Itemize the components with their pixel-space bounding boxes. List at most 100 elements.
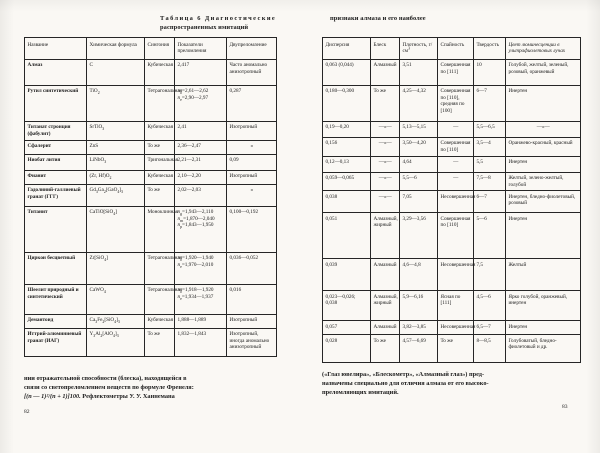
cell-luster: Алмазный bbox=[370, 320, 400, 336]
cell-luminescence: Голубоватый, бледно-фиолетовый и др. bbox=[505, 334, 581, 364]
left-page: Таблица 6 Диагностические распространенн… bbox=[24, 15, 277, 415]
table-row: 0,180—0,300 То же 4,25—4,32 Совершенная … bbox=[322, 84, 581, 122]
table-row: Фианит (Zr, Hf)O2 Кубическая 2,10—2,20 И… bbox=[24, 169, 277, 185]
cell-density: 4,64 bbox=[399, 155, 438, 173]
cell-name: Титанит bbox=[24, 205, 87, 253]
footer-line-3: преломляющих имитаций. bbox=[322, 389, 399, 397]
cell-birefringence: 0,016 bbox=[226, 283, 277, 315]
cell-formula: SrTiO3 bbox=[86, 120, 145, 141]
footer-line-3: [(n — 1)²/(n + 1)]100. Рефлектометры У. … bbox=[24, 392, 276, 401]
cell-formula: TiO2 bbox=[86, 84, 145, 122]
cell-cleavage: Совершенная по [110], средняя по [100] bbox=[437, 84, 474, 122]
cell-density: 4,57—6,69 bbox=[399, 334, 438, 364]
cell-luster: То же bbox=[370, 84, 400, 122]
footer-line-1: («Глаз ювелира», «Блескометр», «Алмазный… bbox=[322, 371, 485, 378]
table-row: Ниобат лития LiNbO3 Тригональная 2,21—2,… bbox=[24, 153, 277, 171]
cell-hardness: 6,5—7 bbox=[473, 320, 506, 336]
cell-luminescence: Желтый, зелено-желтый, голубой bbox=[505, 171, 581, 192]
table-row: 0,028 То же 4,57—6,69 То же 8—8,5 Голубо… bbox=[322, 334, 581, 364]
cell-luster: —»— bbox=[370, 136, 400, 157]
cell-cleavage: Ясная по [111] bbox=[437, 290, 474, 322]
cell-hardness: 6—7 bbox=[473, 190, 506, 214]
cell-luster: Алмазный, жирный bbox=[370, 290, 400, 322]
cell-name: Рутил синтетический bbox=[24, 84, 87, 122]
table-row: Рутил синтетический TiO2 Тетрагональная … bbox=[24, 84, 277, 122]
table-caption-right: признаки алмаза и его наиболее bbox=[330, 15, 426, 22]
column-header-system: Сингония bbox=[144, 37, 175, 60]
cell-name: Циркон бесцветный bbox=[24, 251, 87, 285]
cell-hardness: 7,5 bbox=[473, 258, 506, 292]
cell-cleavage: То же bbox=[437, 334, 474, 364]
footer-line-1: нии отражательной способности (блеска), … bbox=[24, 375, 187, 382]
cell-cleavage: — bbox=[437, 171, 474, 192]
table-row: Демантоид Ca3Fe2[SiO4]3 Кубическая 1,888… bbox=[24, 313, 277, 329]
cell-system: Тетрагональная bbox=[144, 283, 182, 315]
column-header-luminescence: Цвет люминесценции в ультрафиолетовых лу… bbox=[505, 37, 581, 60]
cell-luminescence: —»— bbox=[505, 120, 581, 138]
cell-system: Кубическая bbox=[144, 58, 175, 86]
cell-system: Тетрагональная bbox=[144, 251, 182, 285]
cell-name: Демантоид bbox=[24, 313, 87, 329]
cell-dispersion: 0,051 bbox=[322, 212, 371, 260]
cell-hardness: 5,5 bbox=[473, 155, 506, 173]
diagnostic-table-left: Название Химическая формула Сингония Пок… bbox=[24, 37, 277, 357]
cell-dispersion: 0,039 bbox=[322, 258, 371, 292]
table-row: 0,12—0,13 —»— 4,64 — 5,5 Инертен bbox=[322, 155, 581, 173]
cell-density: 3,82—3,85 bbox=[399, 320, 438, 336]
cell-refraction: 2,41 bbox=[174, 120, 227, 141]
cell-hardness: 5—6 bbox=[473, 212, 506, 260]
cell-name: Алмаз bbox=[24, 58, 87, 86]
table-header-row: Дисперсия Блеск Плотность, г/см3 Спайнос… bbox=[322, 37, 581, 60]
column-header-birefringence: Двупреломление bbox=[226, 37, 277, 60]
table-row: 0,051 Алмазный, жирный 3,29—3,56 Соверше… bbox=[322, 212, 581, 260]
cell-formula: Y3Al2[AlO4]3 bbox=[86, 327, 145, 357]
cell-system: Кубическая bbox=[144, 313, 175, 329]
cell-name: Гадолиний-галлиевый гранат (ГГГ) bbox=[24, 183, 87, 207]
table-row: Алмаз C Кубическая 2,417 Часто аномально… bbox=[24, 58, 277, 86]
cell-density: 4,25—4,32 bbox=[399, 84, 438, 122]
cell-cleavage: Совершенная по [110] bbox=[437, 212, 474, 260]
cell-luminescence: Инертен bbox=[505, 212, 581, 260]
cell-birefringence: Изотропный bbox=[226, 169, 277, 185]
cell-hardness: 6—7 bbox=[473, 84, 506, 122]
cell-luminescence: Инертен bbox=[505, 84, 581, 122]
cell-hardness: 4,5—6 bbox=[473, 290, 506, 322]
cell-density: 4,6—4,8 bbox=[399, 258, 438, 292]
cell-formula: C bbox=[86, 58, 145, 86]
cell-hardness: 10 bbox=[473, 58, 506, 86]
cell-refraction: 2,02—2,03 bbox=[174, 183, 227, 207]
caption-line-1: Таблица 6 Диагностические bbox=[160, 15, 277, 22]
cell-luster: То же bbox=[370, 334, 400, 364]
right-page: признаки алмаза и его наиболее Дисперсия… bbox=[300, 0, 600, 453]
column-header-dispersion: Дисперсия bbox=[322, 37, 371, 60]
table-row: 0,039 Алмазный 4,6—4,8 Несовершенная 7,5… bbox=[322, 258, 581, 292]
table-row: 0,19—0,20 —»— 5,13—5,15 — 5,5—6,5 —»— bbox=[322, 120, 581, 138]
cell-luster: —»— bbox=[370, 171, 400, 192]
cell-refraction: 2,417 bbox=[174, 58, 227, 86]
cell-dispersion: 0,038 bbox=[322, 190, 371, 214]
column-header-hardness: Твердость bbox=[473, 37, 506, 60]
cell-formula: CaWO4 bbox=[86, 283, 145, 315]
cell-dispersion: 0,059—0,065 bbox=[322, 171, 371, 192]
column-header-density: Плотность, г/см3 bbox=[399, 37, 438, 60]
table-row: 0,038 —»— 7,05 Несовершенная 6—7 Инертен… bbox=[322, 190, 581, 214]
diagnostic-table-right: Дисперсия Блеск Плотность, г/см3 Спайнос… bbox=[322, 37, 581, 364]
cell-name: Фианит bbox=[24, 169, 87, 185]
cell-luminescence: Инертен bbox=[505, 155, 581, 173]
caption-line-2: распространенных имитаций bbox=[160, 24, 249, 31]
cell-luminescence: Желтый bbox=[505, 258, 581, 292]
cell-cleavage: — bbox=[437, 155, 474, 173]
cell-density: 5,5—6 bbox=[399, 171, 438, 192]
cell-birefringence: Часто аномально анизотропный bbox=[226, 58, 277, 86]
cell-luster: Алмазный bbox=[370, 58, 400, 86]
cell-formula: Gd3Ga2[GaO4]3 bbox=[86, 183, 145, 207]
cell-system: Кубическая bbox=[144, 169, 175, 185]
cell-density: 5,9—6,16 bbox=[399, 290, 438, 322]
table-row: Титанит CaTiO[SiO4] Моноклинная ng=1,943… bbox=[24, 205, 277, 253]
cell-refraction: 1,888—1,889 bbox=[174, 313, 227, 329]
left-footer-text: нии отражательной способности (блеска), … bbox=[24, 374, 276, 402]
cell-name: Ниобат лития bbox=[24, 153, 87, 171]
cell-birefringence: » bbox=[226, 183, 277, 207]
table-row: Циркон бесцветный Zr[SiO4] Тетрагональна… bbox=[24, 251, 277, 285]
cell-birefringence: Изотропный bbox=[226, 313, 277, 329]
